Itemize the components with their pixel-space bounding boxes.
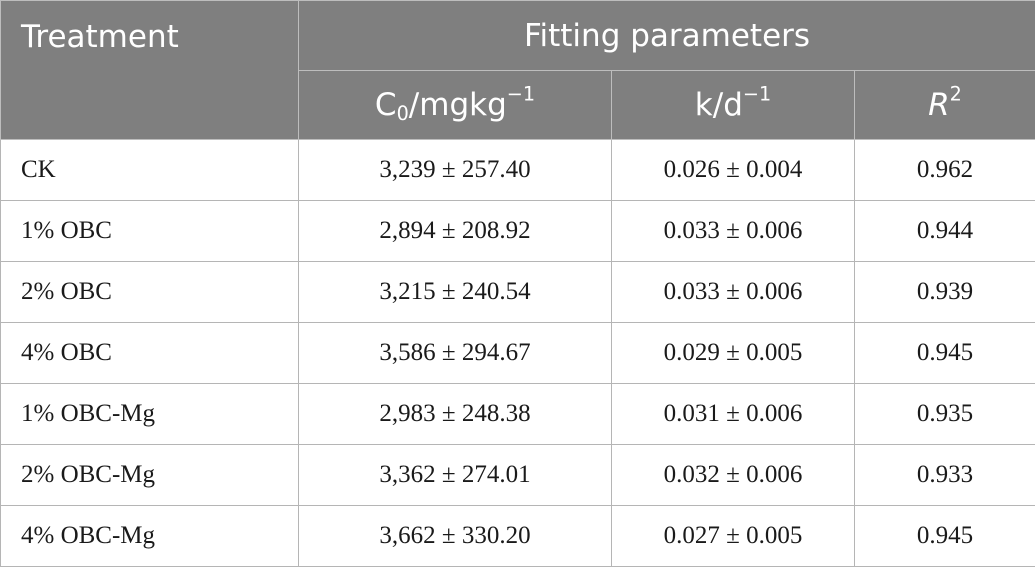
- header-row-2: C0/mgkg−1 k/d−1 R2: [1, 70, 1035, 140]
- header-c0-subscript: 0: [396, 101, 409, 125]
- cell-c0: 3,215 ± 240.54: [298, 261, 612, 323]
- cell-k: 0.026 ± 0.004: [611, 139, 855, 201]
- header-c0-superscript: −1: [506, 82, 536, 106]
- table-row: CK 3,239 ± 257.40 0.026 ± 0.004 0.962: [0, 139, 1035, 201]
- header-c0: C0/mgkg−1: [298, 70, 612, 140]
- cell-r2: 0.935: [854, 383, 1035, 445]
- header-c0-base: C: [374, 87, 397, 123]
- header-k-base: k/d: [694, 87, 743, 123]
- cell-c0: 2,894 ± 208.92: [298, 200, 612, 262]
- cell-treatment: 2% OBC: [0, 261, 299, 323]
- cell-treatment: 1% OBC-Mg: [0, 383, 299, 445]
- header-c0-unit: /mgkg: [408, 87, 507, 123]
- cell-r2: 0.944: [854, 200, 1035, 262]
- table-header: Treatment Fitting parameters C0/mgkg−1 k…: [0, 0, 1035, 140]
- cell-treatment: 1% OBC: [0, 200, 299, 262]
- cell-c0: 3,586 ± 294.67: [298, 322, 612, 384]
- cell-r2: 0.939: [854, 261, 1035, 323]
- cell-k: 0.032 ± 0.006: [611, 444, 855, 506]
- cell-c0: 2,983 ± 248.38: [298, 383, 612, 445]
- table-row: 2% OBC-Mg 3,362 ± 274.01 0.032 ± 0.006 0…: [0, 444, 1035, 506]
- cell-c0: 3,239 ± 257.40: [298, 139, 612, 201]
- cell-k: 0.027 ± 0.005: [611, 505, 855, 567]
- header-fitting-parameters: Fitting parameters: [298, 0, 1035, 71]
- cell-r2: 0.962: [854, 139, 1035, 201]
- header-r2-superscript: 2: [949, 82, 962, 106]
- fitting-parameters-table: Treatment Fitting parameters C0/mgkg−1 k…: [0, 0, 1035, 567]
- table-row: 4% OBC-Mg 3,662 ± 330.20 0.027 ± 0.005 0…: [0, 505, 1035, 567]
- table-row: 2% OBC 3,215 ± 240.54 0.033 ± 0.006 0.93…: [0, 261, 1035, 323]
- cell-treatment: CK: [0, 139, 299, 201]
- header-treatment: Treatment: [0, 0, 299, 140]
- table-row: 1% OBC-Mg 2,983 ± 248.38 0.031 ± 0.006 0…: [0, 383, 1035, 445]
- cell-r2: 0.945: [854, 505, 1035, 567]
- cell-treatment: 4% OBC-Mg: [0, 505, 299, 567]
- cell-c0: 3,362 ± 274.01: [298, 444, 612, 506]
- header-r2-base: R: [928, 87, 950, 123]
- cell-treatment: 4% OBC: [0, 322, 299, 384]
- table-body: CK 3,239 ± 257.40 0.026 ± 0.004 0.962 1%…: [0, 139, 1035, 567]
- cell-treatment: 2% OBC-Mg: [0, 444, 299, 506]
- header-r2: R2: [854, 70, 1035, 140]
- header-k: k/d−1: [611, 70, 855, 140]
- cell-k: 0.029 ± 0.005: [611, 322, 855, 384]
- cell-r2: 0.933: [854, 444, 1035, 506]
- cell-c0: 3,662 ± 330.20: [298, 505, 612, 567]
- table-row: 1% OBC 2,894 ± 208.92 0.033 ± 0.006 0.94…: [0, 200, 1035, 262]
- cell-k: 0.031 ± 0.006: [611, 383, 855, 445]
- table-row: 4% OBC 3,586 ± 294.67 0.029 ± 0.005 0.94…: [0, 322, 1035, 384]
- cell-r2: 0.945: [854, 322, 1035, 384]
- cell-k: 0.033 ± 0.006: [611, 261, 855, 323]
- cell-k: 0.033 ± 0.006: [611, 200, 855, 262]
- header-row-1: Treatment Fitting parameters: [0, 0, 1035, 140]
- header-k-superscript: −1: [742, 82, 772, 106]
